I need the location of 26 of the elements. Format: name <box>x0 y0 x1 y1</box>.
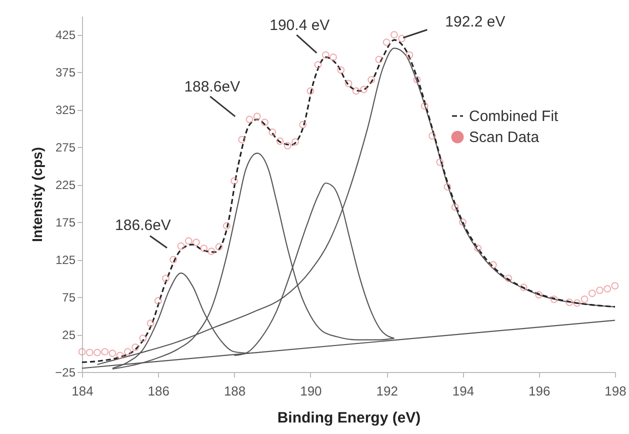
x-tick-label: 194 <box>452 384 474 398</box>
x-tick-label: 188 <box>224 384 246 398</box>
y-tick-label: 225 <box>55 178 76 192</box>
y-tick-label: 375 <box>55 66 76 80</box>
annotation: 186.6eV <box>115 216 171 234</box>
x-tick-label: 186 <box>148 384 170 398</box>
annotation: 190.4 eV <box>270 16 330 34</box>
x-tick-label: 190 <box>300 384 322 398</box>
y-tick-label: 275 <box>55 140 76 155</box>
y-tick-label: 325 <box>55 103 76 118</box>
x-tick-label: 192 <box>376 384 398 398</box>
y-tick-label: 25 <box>62 328 76 342</box>
x-axis-title: Binding Energy (eV) <box>277 410 421 426</box>
y-tick-label: 125 <box>55 253 76 268</box>
y-tick-label: 425 <box>55 28 76 42</box>
y-axis-title: Intensity (cps) <box>29 147 46 242</box>
y-tick-label: 175 <box>55 216 76 230</box>
legend-label: Scan Data <box>469 129 540 146</box>
annotation: 188.6eV <box>184 78 240 96</box>
y-tick-label: 75 <box>62 290 76 305</box>
x-tick-label: 184 <box>72 384 94 398</box>
x-tick-label: 196 <box>528 384 550 398</box>
legend-label: Combined Fit <box>469 108 560 126</box>
annotation: 192.2 eV <box>445 14 506 31</box>
x-tick-label: 198 <box>604 384 626 398</box>
y-tick-label: −25 <box>55 366 76 380</box>
